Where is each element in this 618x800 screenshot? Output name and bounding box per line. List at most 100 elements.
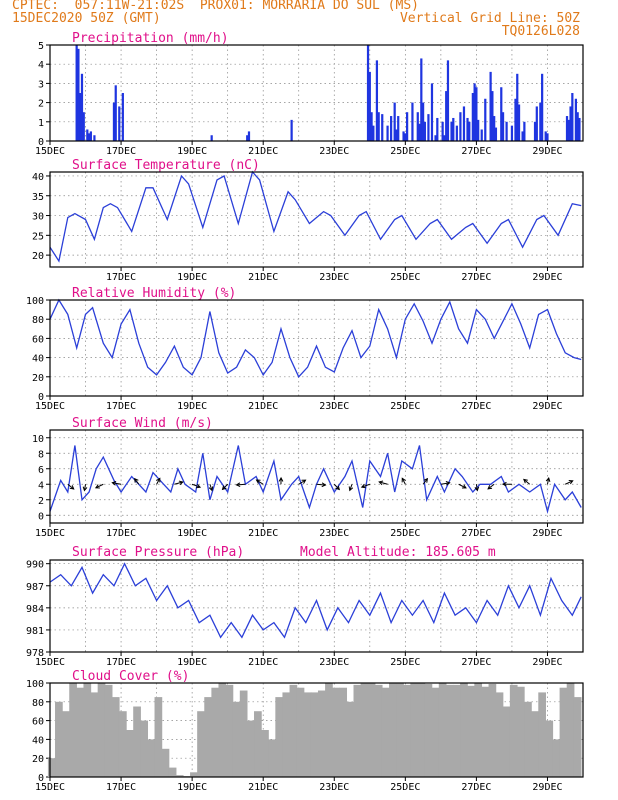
wind-arrow-head: [360, 483, 366, 489]
cloud-bar: [97, 683, 106, 777]
cloud-bar: [289, 684, 298, 777]
cloud-bar: [445, 684, 454, 777]
precip-xtick-label: 17DEC: [106, 146, 136, 157]
wind-arrow-head: [461, 484, 467, 489]
cloud-bar: [396, 683, 404, 777]
precip-bar: [576, 112, 579, 141]
precip-bar: [393, 102, 396, 141]
wind-arrow-head: [111, 480, 117, 486]
precip-ytick-label: 0: [38, 137, 44, 148]
precip-bar: [80, 73, 84, 141]
wind-arrow-head: [156, 477, 161, 483]
wind-arrow: [191, 483, 201, 488]
humidity-ytick-label: 20: [32, 373, 44, 384]
precip-bar: [427, 114, 430, 141]
cloud-bar: [147, 739, 156, 777]
cloud-bar: [516, 686, 525, 777]
temp-xtick-label: 29DEC: [532, 272, 562, 283]
cloud-bar: [545, 720, 554, 777]
cloud-bar: [360, 683, 369, 777]
precip-bar: [89, 131, 92, 141]
precip-bar: [370, 112, 373, 141]
cloud-bar: [410, 683, 419, 777]
temp-xtick-label: 27DEC: [461, 272, 491, 283]
precip-bar: [455, 125, 458, 141]
humidity-xtick-label: 15DEC: [35, 401, 65, 412]
cloud-bar: [495, 692, 504, 777]
humidity-ytick-label: 80: [32, 315, 44, 326]
pressure-title: Surface Pressure (hPa): [72, 545, 244, 560]
cloud-bar: [303, 692, 312, 777]
cloud-bar: [246, 720, 255, 777]
wind-arrow-head: [401, 477, 406, 483]
wind-arrow: [209, 484, 213, 491]
cloud-bar: [168, 767, 177, 777]
pressure-xtick-label: 23DEC: [319, 657, 349, 668]
pressure-xtick-label: 17DEC: [106, 657, 136, 668]
humidity-ytick-label: 60: [32, 334, 44, 345]
precip-ytick-label: 2: [38, 99, 44, 110]
precip-bar: [390, 116, 393, 141]
wind-arrow-head: [445, 481, 451, 486]
precip-bar: [443, 135, 446, 141]
wind-arrow: [487, 483, 495, 490]
precip-bar: [386, 125, 389, 141]
precip-xtick-label: 19DEC: [177, 146, 207, 157]
cloud-xtick-label: 19DEC: [177, 782, 207, 793]
precip-bar: [112, 102, 116, 141]
precip-bar: [514, 98, 517, 141]
wind-arrow-head: [301, 479, 307, 484]
wind-arrow-head: [568, 480, 574, 485]
pressure-xtick-label: 21DEC: [248, 657, 278, 668]
cloud-bar: [552, 739, 561, 777]
precip-bar: [395, 129, 398, 141]
precip-bar: [246, 135, 249, 141]
precip-bar: [404, 133, 407, 141]
cloud-bar: [431, 687, 440, 777]
precip-bar: [571, 93, 574, 141]
precip-bar: [462, 106, 466, 141]
wind-arrow-head: [134, 477, 139, 483]
cloud-bar: [538, 692, 546, 777]
precip-bar: [516, 73, 519, 141]
precip-bar: [423, 121, 426, 141]
wind-arrow: [83, 484, 87, 491]
wind-arrow: [379, 481, 388, 485]
cloud-bar: [339, 687, 348, 777]
cloud-bar: [83, 683, 92, 777]
wind-ytick-label: 6: [38, 465, 44, 476]
cloud-bar: [332, 687, 340, 777]
cloud-bar: [90, 692, 99, 777]
header-grid-note: Vertical Grid Line: 50Z: [399, 11, 580, 26]
pressure-xtick-label: 19DEC: [177, 657, 207, 668]
pressure-xtick-label: 29DEC: [532, 657, 562, 668]
humidity-ytick-label: 0: [38, 392, 44, 403]
wind-arrow-head: [208, 486, 214, 492]
cloud-bar: [460, 683, 468, 777]
cloud-bar: [282, 692, 291, 777]
wind-arrow-head: [221, 485, 227, 491]
humidity-xtick-label: 17DEC: [106, 401, 136, 412]
cloud-bar: [47, 758, 56, 777]
pressure-subtitle: Model Altitude: 185.605 m: [300, 545, 496, 560]
precip-bar: [121, 93, 124, 141]
wind-arrow-head: [335, 485, 341, 491]
cloud-bar: [254, 711, 262, 777]
cloud-bar: [509, 684, 518, 777]
wind-xtick-label: 27DEC: [461, 528, 491, 539]
wind-ytick-label: 8: [38, 449, 44, 460]
cloud-bar: [204, 697, 212, 777]
precip-bar: [368, 71, 371, 141]
precip-ytick-label: 3: [38, 79, 44, 90]
cloud-ytick-label: 40: [32, 735, 44, 746]
wind-arrow-head: [94, 484, 100, 489]
cloud-bar: [62, 711, 70, 777]
precip-bar: [468, 121, 471, 141]
temp-xtick-label: 21DEC: [248, 272, 278, 283]
precip-bar: [574, 98, 578, 141]
cloud-bar: [140, 720, 149, 777]
precip-bar: [517, 104, 521, 141]
wind-arrow: [67, 483, 75, 490]
header-model-code: TQ0126L028: [501, 24, 580, 39]
